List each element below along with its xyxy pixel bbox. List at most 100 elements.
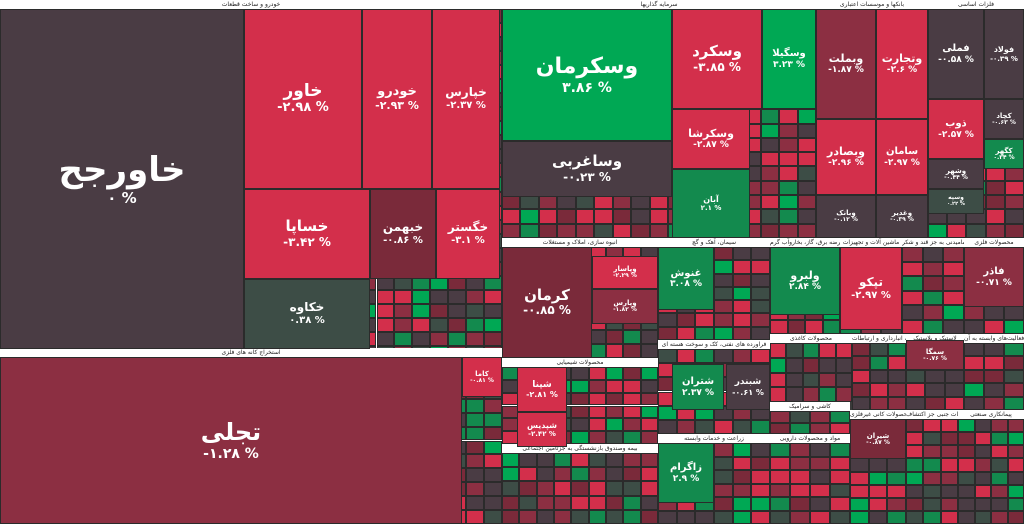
stock-cell[interactable] <box>466 496 485 511</box>
stock-cell[interactable] <box>984 356 1004 370</box>
stock-cell[interactable] <box>770 343 787 358</box>
stock-cell[interactable] <box>790 422 810 434</box>
stock-tile[interactable]: شبندر -۰.۶۱ % <box>726 364 770 410</box>
stock-cell[interactable] <box>640 509 658 524</box>
stock-cell[interactable] <box>502 209 521 224</box>
stock-cell[interactable] <box>887 471 906 485</box>
stock-cell[interactable] <box>984 383 1004 397</box>
stock-cell[interactable] <box>571 392 589 406</box>
stock-cell[interactable] <box>484 303 502 318</box>
stock-cell[interactable] <box>623 367 641 380</box>
stock-cell[interactable] <box>902 319 923 334</box>
stock-cell[interactable] <box>770 497 790 511</box>
stock-tile[interactable]: خکاوه ۰.۳۸ % <box>244 279 370 349</box>
stock-cell[interactable] <box>466 482 485 497</box>
stock-cell[interactable] <box>554 453 572 468</box>
stock-cell[interactable] <box>902 290 923 305</box>
stock-cell[interactable] <box>902 276 923 291</box>
stock-tile[interactable]: وپاسار -۲.۲۹ % <box>592 256 658 289</box>
stock-cell[interactable] <box>732 326 752 340</box>
stock-cell[interactable] <box>484 510 502 524</box>
stock-cell[interactable] <box>631 223 650 238</box>
stock-cell[interactable] <box>430 317 449 332</box>
stock-cell[interactable] <box>588 418 606 432</box>
stock-cell[interactable] <box>554 467 572 482</box>
stock-cell[interactable] <box>714 286 733 301</box>
stock-cell[interactable] <box>484 331 502 346</box>
stock-tile[interactable]: سمگا -۰.۷۶ % <box>906 340 964 370</box>
stock-cell[interactable] <box>751 419 770 434</box>
stock-cell[interactable] <box>594 209 613 224</box>
stock-cell[interactable] <box>786 387 803 402</box>
stock-tile[interactable]: فاذر -۰.۷۱ % <box>964 247 1024 307</box>
stock-cell[interactable] <box>943 290 964 305</box>
stock-cell[interactable] <box>519 453 537 468</box>
stock-cell[interactable] <box>430 289 449 304</box>
stock-cell[interactable] <box>394 289 413 304</box>
stock-cell[interactable] <box>852 383 870 397</box>
stock-cell[interactable] <box>502 453 520 468</box>
stock-cell[interactable] <box>623 392 641 406</box>
stock-cell[interactable] <box>536 467 554 482</box>
stock-cell[interactable] <box>906 471 924 485</box>
stock-cell[interactable] <box>922 290 944 305</box>
stock-cell[interactable] <box>571 453 589 468</box>
stock-cell[interactable] <box>984 396 1004 410</box>
stock-cell[interactable] <box>940 497 958 511</box>
stock-cell[interactable] <box>695 349 714 364</box>
stock-cell[interactable] <box>964 369 984 384</box>
stock-cell[interactable] <box>571 481 589 496</box>
stock-cell[interactable] <box>974 471 991 485</box>
stock-tile[interactable]: شپدیس -۲.۴۲ % <box>517 412 567 447</box>
stock-cell[interactable] <box>966 223 986 238</box>
stock-cell[interactable] <box>923 471 941 485</box>
stock-cell[interactable] <box>922 319 944 334</box>
stock-cell[interactable] <box>906 396 926 410</box>
stock-cell[interactable] <box>658 405 677 420</box>
stock-cell[interactable] <box>466 289 485 304</box>
stock-cell[interactable] <box>557 195 576 210</box>
stock-cell[interactable] <box>484 289 502 304</box>
stock-cell[interactable] <box>594 195 613 210</box>
stock-cell[interactable] <box>770 372 787 388</box>
stock-cell[interactable] <box>974 510 991 524</box>
stock-cell[interactable] <box>923 445 941 459</box>
stock-cell[interactable] <box>940 419 958 433</box>
stock-cell[interactable] <box>810 483 830 497</box>
stock-cell[interactable] <box>448 331 467 346</box>
stock-cell[interactable] <box>797 223 816 238</box>
stock-tile[interactable]: خاورجح ۰ % <box>0 9 244 349</box>
stock-cell[interactable] <box>888 383 906 397</box>
stock-cell[interactable] <box>376 331 395 346</box>
stock-cell[interactable] <box>658 326 677 340</box>
stock-cell[interactable] <box>922 276 944 291</box>
stock-cell[interactable] <box>571 431 589 444</box>
stock-cell[interactable] <box>751 497 770 511</box>
stock-cell[interactable] <box>868 484 888 498</box>
stock-cell[interactable] <box>732 313 752 327</box>
stock-tile[interactable]: وبملت -۱.۸۷ % <box>816 9 876 119</box>
stock-cell[interactable] <box>606 367 624 380</box>
stock-cell[interactable] <box>760 152 780 167</box>
stock-cell[interactable] <box>623 509 641 524</box>
stock-cell[interactable] <box>676 419 696 434</box>
stock-cell[interactable] <box>732 497 752 511</box>
stock-cell[interactable] <box>810 497 830 511</box>
stock-cell[interactable] <box>640 344 658 358</box>
stock-cell[interactable] <box>466 440 485 455</box>
stock-cell[interactable] <box>906 510 924 524</box>
stock-cell[interactable] <box>714 273 733 287</box>
stock-cell[interactable] <box>394 331 413 346</box>
stock-cell[interactable] <box>519 495 537 510</box>
stock-cell[interactable] <box>922 305 944 320</box>
stock-cell[interactable] <box>649 209 669 224</box>
stock-cell[interactable] <box>964 319 984 334</box>
stock-cell[interactable] <box>466 303 485 318</box>
stock-cell[interactable] <box>448 317 467 332</box>
stock-cell[interactable] <box>943 261 964 276</box>
stock-tile[interactable]: ذوب -۲.۵۷ % <box>928 99 984 159</box>
stock-tile[interactable]: خگستر -۳.۱ % <box>436 189 500 279</box>
stock-cell[interactable] <box>958 510 975 524</box>
stock-cell[interactable] <box>606 481 624 496</box>
stock-cell[interactable] <box>554 509 572 524</box>
